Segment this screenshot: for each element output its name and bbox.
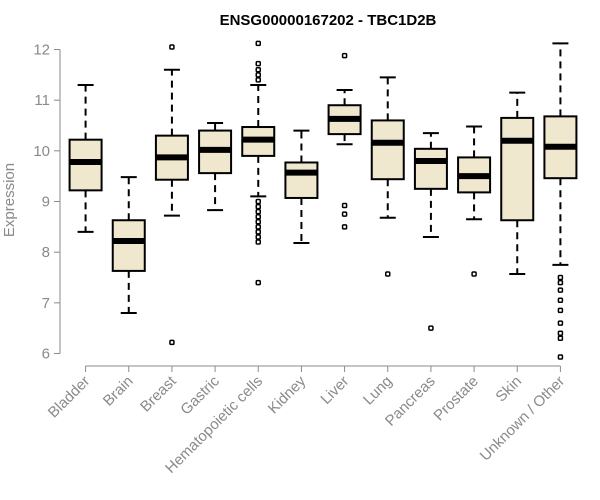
outlier-point (557, 320, 564, 326)
y-tick-label: 9 (42, 194, 50, 211)
outlier-point (255, 40, 261, 47)
iqr-box (413, 147, 448, 190)
outlier-point (255, 213, 261, 220)
x-tick-label: Brain (100, 373, 137, 410)
outlier-point (255, 239, 261, 245)
x-tick-label: Bladder (45, 373, 94, 422)
outlier-point (255, 203, 261, 210)
outlier-point (341, 202, 348, 209)
x-tick-label: Lung (360, 373, 396, 409)
y-tick-label: 11 (34, 92, 50, 109)
outlier-point (471, 271, 477, 277)
x-tick-label: Breast (137, 372, 180, 415)
outlier-point (255, 208, 261, 215)
box-group (111, 176, 146, 314)
outlier-point (255, 224, 261, 230)
outlier-point (255, 72, 261, 78)
outlier-point (255, 60, 261, 67)
y-tick-label: 6 (42, 346, 50, 363)
iqr-box (68, 138, 103, 192)
y-tick-label: 10 (33, 143, 50, 160)
outlier-point (385, 271, 391, 277)
outlier-point (255, 234, 261, 240)
outlier-point (341, 211, 348, 217)
x-tick-label: Skin (492, 373, 525, 406)
x-tick-label: Kidney (265, 372, 310, 417)
outlier-point (255, 279, 261, 286)
box-group (154, 44, 189, 346)
outlier-point (557, 354, 564, 360)
outlier-point (169, 44, 175, 50)
outlier-point (255, 229, 261, 235)
outlier-point (557, 287, 564, 293)
y-tick-label: 8 (42, 244, 50, 261)
outlier-point (557, 279, 564, 286)
y-tick-label: 7 (42, 295, 50, 312)
outlier-point (557, 335, 564, 342)
iqr-box (111, 219, 146, 272)
outlier-point (169, 339, 175, 346)
box-group (457, 125, 492, 277)
outlier-point (255, 67, 261, 73)
outlier-point (557, 274, 564, 281)
x-tick-label: Liver (317, 373, 352, 408)
outlier-point (255, 219, 261, 225)
box-group (68, 83, 103, 233)
y-axis-label: Expression (1, 163, 18, 237)
box-group (241, 40, 276, 286)
box-group (198, 121, 233, 212)
outlier-point (341, 52, 348, 59)
outlier-point (255, 198, 261, 205)
box-group (370, 76, 405, 277)
outlier-point (341, 224, 348, 230)
y-tick-label: 12 (33, 42, 50, 59)
box-group (284, 129, 319, 245)
outlier-point (255, 77, 261, 83)
outlier-point (428, 325, 434, 331)
box-group (327, 52, 362, 230)
iqr-box (284, 161, 319, 199)
box-group (500, 91, 535, 275)
iqr-box (370, 119, 405, 181)
chart-title: ENSG00000167202 - TBC1D2B (220, 12, 437, 29)
iqr-box (500, 116, 535, 222)
outlier-point (557, 307, 564, 314)
x-tick-label: Prostate (430, 373, 482, 425)
outlier-point (557, 330, 564, 336)
box-group (413, 132, 448, 331)
outlier-point (557, 297, 564, 304)
box-group (543, 42, 578, 360)
boxes (68, 40, 578, 360)
